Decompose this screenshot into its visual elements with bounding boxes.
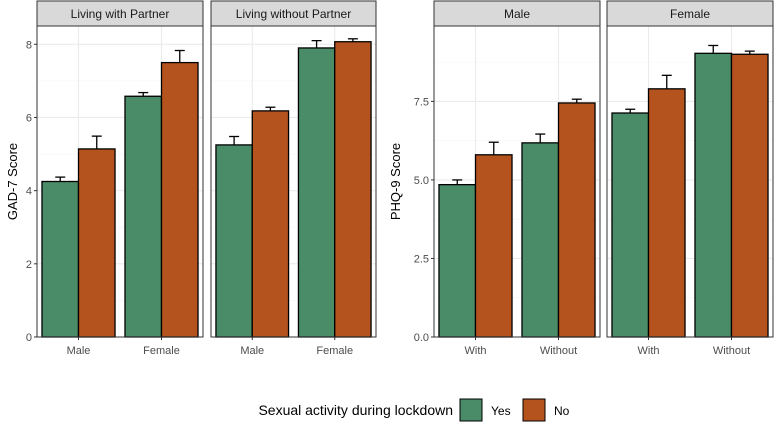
bar-yes-male	[215, 144, 253, 338]
y-tick-label: 4	[26, 186, 32, 198]
strip-label: Living without Partner	[236, 7, 351, 21]
legend-key-no	[522, 398, 546, 422]
y-tick-label: 2.5	[414, 253, 429, 265]
x-tick-label: With	[638, 345, 660, 357]
panel-0-1: Living without Partner Male Female	[210, 0, 377, 357]
y-axis-title: PHQ-9 Score	[388, 143, 403, 220]
bar-no-with	[647, 88, 686, 338]
legend-key-yes	[459, 398, 483, 422]
x-tick-label: With	[465, 345, 487, 357]
x-tick-label: Without	[540, 345, 577, 357]
panel-border	[433, 25, 601, 338]
bar-yes-female	[124, 95, 163, 338]
bar-no-female	[160, 61, 199, 338]
bar-yes-with	[611, 112, 650, 338]
legend-label-yes: Yes	[491, 404, 511, 418]
bar-no-without	[557, 102, 596, 338]
panel-border	[36, 25, 204, 338]
x-tick-label: Without	[713, 345, 750, 357]
bar-no-female	[334, 41, 372, 338]
bar-no-with	[474, 154, 513, 338]
y-tick-label: 0.0	[414, 332, 429, 344]
x-tick-label: Male	[240, 345, 264, 357]
y-axis-title: GAD-7 Score	[5, 143, 20, 220]
x-tick-label: Male	[67, 345, 91, 357]
strip-background	[433, 0, 601, 27]
y-tick-label: 5.0	[414, 175, 429, 187]
bar-yes-without	[694, 52, 733, 338]
x-tick-label: Female	[316, 345, 353, 357]
y-tick-label: 2	[26, 259, 32, 271]
y-tick-label: 7.5	[414, 96, 429, 108]
bar-yes-female	[297, 47, 336, 338]
strip-background	[606, 0, 774, 27]
strip-label: Male	[504, 7, 530, 21]
panel-0-0: Living with Partner Male Female	[36, 0, 204, 357]
panel-border	[606, 25, 774, 338]
bar-no-without	[730, 53, 769, 338]
panel-1-0: Male With Without	[433, 0, 601, 357]
strip-label: Female	[670, 7, 710, 21]
bar-yes-without	[521, 142, 560, 338]
strip-background	[36, 0, 204, 27]
strip-label: Living with Partner	[71, 7, 170, 21]
panel-border	[210, 25, 377, 338]
bar-yes-with	[438, 183, 477, 338]
legend-title: Sexual activity during lockdown	[258, 402, 453, 418]
y-tick-label: 6	[26, 112, 32, 124]
legend: Sexual activity during lockdown Yes No	[258, 398, 570, 422]
bar-no-male	[251, 110, 290, 338]
chart-group-1: Male With Without Female With Without 0.0 2.5 5.…	[388, 0, 774, 357]
bar-no-male	[77, 148, 116, 338]
bar-yes-male	[41, 180, 80, 338]
y-tick-label: 8	[26, 39, 32, 51]
x-tick-label: Female	[143, 345, 180, 357]
legend-label-no: No	[554, 404, 570, 418]
panel-1-1: Female With Without	[606, 0, 774, 357]
y-tick-label: 0	[26, 332, 32, 344]
strip-background	[210, 0, 377, 27]
